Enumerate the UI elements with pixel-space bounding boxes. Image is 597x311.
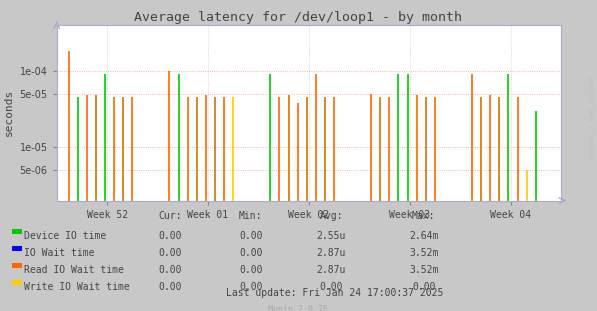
- Y-axis label: seconds: seconds: [4, 89, 14, 136]
- Text: 3.52m: 3.52m: [409, 265, 439, 275]
- Text: Max:: Max:: [412, 211, 436, 221]
- Text: 0.00: 0.00: [239, 248, 263, 258]
- Text: Min:: Min:: [239, 211, 263, 221]
- Text: RRDTOOL / TOBI OETIKER: RRDTOOL / TOBI OETIKER: [589, 77, 594, 160]
- Text: Avg:: Avg:: [319, 211, 343, 221]
- Text: 0.00: 0.00: [158, 231, 182, 241]
- Text: 2.87u: 2.87u: [316, 248, 346, 258]
- Text: Read IO Wait time: Read IO Wait time: [24, 265, 124, 275]
- Text: Munin 2.0.76: Munin 2.0.76: [269, 305, 328, 311]
- Text: Write IO Wait time: Write IO Wait time: [24, 282, 130, 292]
- Text: 0.00: 0.00: [239, 282, 263, 292]
- Text: Last update: Fri Jan 24 17:00:37 2025: Last update: Fri Jan 24 17:00:37 2025: [226, 288, 443, 298]
- Text: Device IO time: Device IO time: [24, 231, 107, 241]
- Text: 2.64m: 2.64m: [409, 231, 439, 241]
- Text: 3.52m: 3.52m: [409, 248, 439, 258]
- Text: Cur:: Cur:: [158, 211, 182, 221]
- Text: 2.87u: 2.87u: [316, 265, 346, 275]
- Text: 2.55u: 2.55u: [316, 231, 346, 241]
- Text: 0.00: 0.00: [319, 282, 343, 292]
- Text: 0.00: 0.00: [158, 248, 182, 258]
- Text: 0.00: 0.00: [158, 265, 182, 275]
- Text: 0.00: 0.00: [239, 231, 263, 241]
- Text: 0.00: 0.00: [412, 282, 436, 292]
- Text: 0.00: 0.00: [158, 282, 182, 292]
- Text: 0.00: 0.00: [239, 265, 263, 275]
- Text: IO Wait time: IO Wait time: [24, 248, 95, 258]
- Text: Average latency for /dev/loop1 - by month: Average latency for /dev/loop1 - by mont…: [134, 11, 463, 24]
